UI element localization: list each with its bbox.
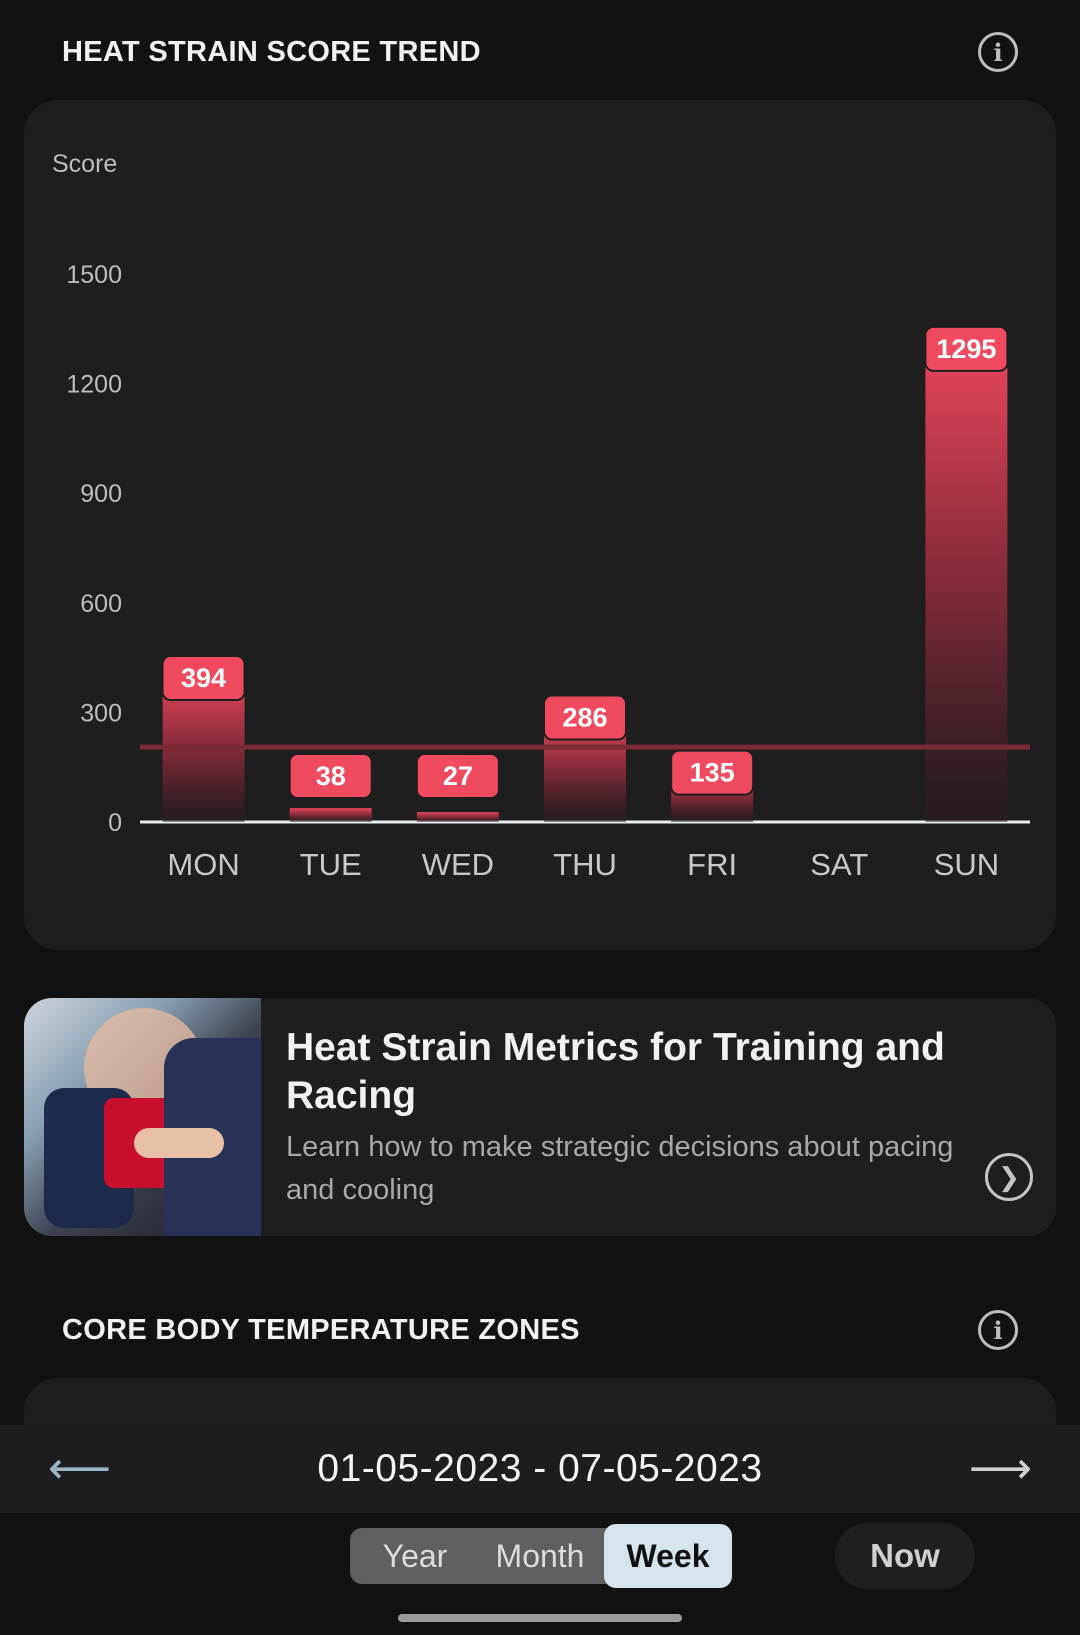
x-tick-label: THU — [553, 847, 617, 882]
core-temp-title: CORE BODY TEMPERATURE ZONES — [62, 1313, 580, 1346]
bar-mon[interactable] — [162, 678, 245, 822]
period-selector-bar: Year Month Week Now — [0, 1513, 1080, 1635]
y-tick-label: 1500 — [66, 261, 122, 289]
value-badge — [924, 325, 1009, 372]
value-badge — [543, 694, 627, 741]
period-year-tab[interactable]: Year — [382, 1537, 448, 1574]
period-week-tab[interactable]: Week — [604, 1524, 732, 1588]
heat-strain-header: HEAT STRAIN SCORE TREND i — [62, 22, 1022, 82]
article-photo — [24, 998, 261, 1236]
article-title: Heat Strain Metrics for Training and Rac… — [286, 1026, 945, 1117]
x-tick-label: SUN — [934, 847, 999, 882]
x-tick-label: WED — [422, 847, 494, 882]
core-temp-header: CORE BODY TEMPERATURE ZONES i — [62, 1300, 1022, 1360]
period-segmented-control: Year Month Week — [350, 1524, 732, 1588]
y-axis-label: Score — [52, 150, 118, 178]
value-label: 394 — [181, 663, 226, 693]
article-description: Learn how to make strategic decisions ab… — [286, 1131, 954, 1206]
value-label: 286 — [562, 703, 607, 733]
bar-wed[interactable] — [416, 812, 499, 822]
now-button[interactable]: Now — [835, 1523, 975, 1589]
bar-tue[interactable] — [289, 808, 372, 822]
y-tick-label: 0 — [108, 809, 122, 837]
y-tick-label: 300 — [80, 699, 122, 727]
value-label: 38 — [316, 761, 346, 791]
arrow-left-icon[interactable]: ⟵ — [48, 1444, 112, 1493]
heat-strain-info-icon[interactable]: i — [978, 32, 1018, 72]
y-tick-label: 600 — [80, 590, 122, 618]
x-tick-label: TUE — [300, 847, 362, 882]
value-label: 135 — [690, 758, 735, 788]
y-tick-label: 900 — [80, 480, 122, 508]
value-badge — [670, 749, 755, 796]
x-tick-label: SAT — [810, 847, 868, 882]
x-tick-label: MON — [167, 847, 239, 882]
home-indicator[interactable] — [398, 1614, 682, 1622]
arrow-right-icon[interactable]: ⟶ — [968, 1444, 1032, 1493]
date-range-label: 01-05-2023 - 07-05-2023 — [317, 1447, 763, 1490]
heat-strain-title: HEAT STRAIN SCORE TREND — [62, 35, 481, 68]
article-card[interactable]: Heat Strain Metrics for Training and Rac… — [24, 998, 1056, 1236]
value-badge — [415, 753, 500, 799]
value-label: 27 — [443, 761, 473, 791]
chevron-right-icon[interactable]: ❯ — [985, 1153, 1033, 1201]
value-badge — [288, 753, 373, 799]
period-month-tab[interactable]: Month — [495, 1537, 585, 1574]
heat-strain-chart: 0 300 600 900 1200 1500 MON TUE WED THU FRI SAT SUN… — [66, 261, 1030, 882]
x-tick-label: FRI — [687, 847, 737, 882]
bar-sun[interactable] — [925, 348, 1008, 822]
y-tick-label: 1200 — [66, 371, 122, 399]
value-label: 1295 — [936, 334, 996, 364]
value-badge — [161, 655, 246, 702]
date-navigation-bar: ⟵ 01-05-2023 - 07-05-2023 ⟶ — [0, 1425, 1080, 1513]
core-temp-info-icon[interactable]: i — [978, 1310, 1018, 1350]
